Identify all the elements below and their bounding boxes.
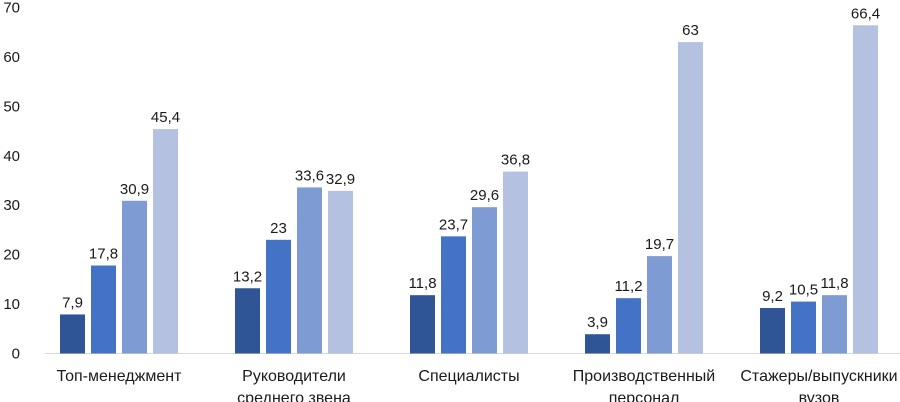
bar-4-series-1 [585,334,610,354]
data-label: 29,6 [470,187,499,204]
y-tick-label: 20 [3,247,20,264]
bar-1-series-1 [60,314,85,354]
bar-2-series-4 [328,190,353,354]
bar-5-series-4 [853,25,878,354]
bar-1-series-4 [153,129,178,354]
data-label: 11,8 [820,275,848,292]
data-label: 9,2 [762,288,783,305]
category-label: среднего звена [237,390,351,402]
bar-2-series-3 [297,187,322,354]
bar-2-series-2 [266,239,291,354]
category-label: Специалисты [418,368,519,385]
category-labels-group: Топ-менеджмент Руководители среднего звена… [57,368,898,402]
bar-4-series-4 [678,42,703,354]
data-label: 63 [682,22,699,39]
bar-5-series-3 [822,295,847,354]
data-label: 36,8 [501,152,530,169]
data-label: 3,9 [587,314,608,331]
data-label: 11,2 [614,278,642,295]
data-label: 11,8 [408,275,436,292]
y-tick-label: 0 [12,346,20,363]
data-label: 23 [270,220,287,237]
data-label: 17,8 [89,246,118,263]
data-label: 66,4 [851,5,880,22]
y-tick-label: 40 [3,148,20,165]
bar-1-series-3 [122,200,147,354]
data-label: 32,9 [326,171,355,188]
bar-3-series-3 [472,207,497,354]
y-tick-label: 10 [3,296,20,313]
category-label: Руководители [242,368,346,385]
data-label: 10,5 [789,282,818,299]
bar-3-series-1 [410,295,435,354]
data-label: 19,7 [645,236,674,253]
y-tick-label: 70 [3,0,20,17]
data-label: 30,9 [120,181,149,198]
y-tick-label: 60 [3,49,20,66]
bar-4-series-3 [647,256,672,354]
data-label: 13,2 [233,268,262,285]
bar-5-series-1 [760,308,785,354]
bar-5-series-2 [791,301,816,354]
category-label: Стажеры/выпускники [740,368,897,385]
bar-4-series-2 [616,298,641,354]
data-labels-group: 7,9 17,8 30,9 45,4 13,2 23 33,6 32,9 11,8 23,729,… [62,5,880,331]
y-tick-label: 30 [3,197,20,214]
category-label: вузов [799,390,840,402]
bars-group [60,25,878,354]
bar-3-series-2 [441,236,466,354]
category-label: Топ-менеджмент [57,368,182,385]
y-axis-ticks: 0 10 20 30 40 50 60 70 [3,0,20,363]
data-label: 23,7 [439,216,468,233]
bar-3-series-4 [503,171,528,354]
bar-2-series-1 [235,288,260,354]
bar-1-series-2 [91,265,116,354]
category-label: Производственный [573,368,715,385]
data-label: 45,4 [151,109,180,126]
data-label: 33,6 [295,167,324,184]
data-label: 7,9 [62,294,83,311]
y-tick-label: 50 [3,98,20,115]
category-label: персонал [609,390,680,402]
